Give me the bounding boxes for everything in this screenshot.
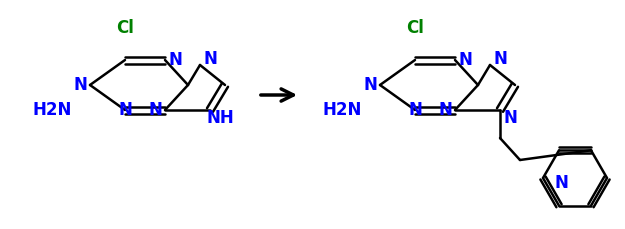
Text: Cl: Cl — [406, 19, 424, 37]
Text: Cl: Cl — [116, 19, 134, 37]
Text: N: N — [503, 109, 517, 127]
Text: H2N: H2N — [32, 101, 72, 119]
Text: N: N — [203, 50, 217, 68]
Text: N: N — [118, 101, 132, 119]
Text: N: N — [438, 101, 452, 119]
Text: N: N — [168, 51, 182, 69]
Text: N: N — [458, 51, 472, 69]
Text: N: N — [73, 76, 87, 94]
Text: N: N — [408, 101, 422, 119]
Text: N: N — [363, 76, 377, 94]
Text: N: N — [554, 174, 568, 192]
Text: N: N — [148, 101, 162, 119]
Text: H2N: H2N — [322, 101, 362, 119]
Text: N: N — [493, 50, 507, 68]
Text: NH: NH — [206, 109, 234, 127]
